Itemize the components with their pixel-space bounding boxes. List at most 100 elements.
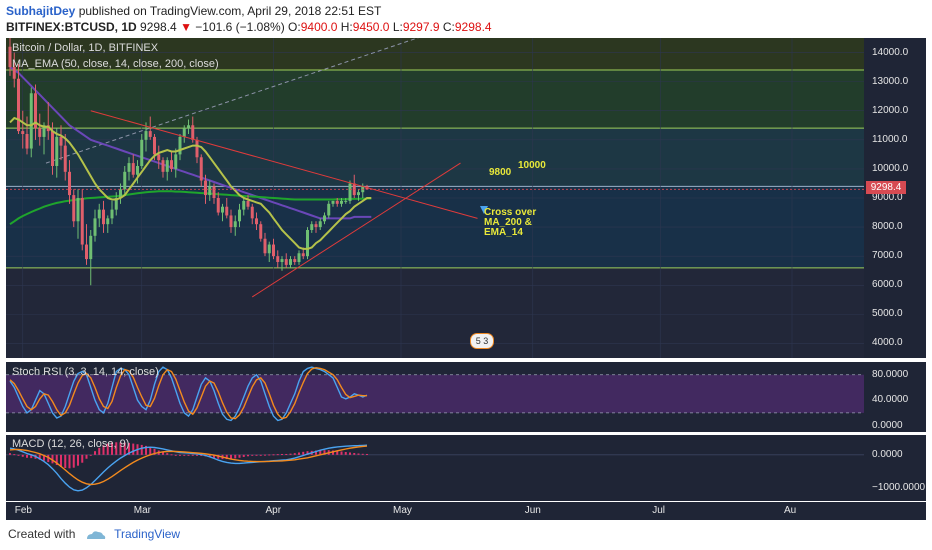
macd-histogram-bar xyxy=(306,451,309,455)
candle-body xyxy=(51,131,54,166)
ma50-line xyxy=(9,66,372,220)
macd-histogram-bar xyxy=(115,442,118,455)
macd-histogram-bar xyxy=(259,454,262,456)
macd-histogram-bar xyxy=(30,454,33,459)
price-axis-tick-label: 6000.0 xyxy=(872,279,903,291)
stoch-rsi-chart xyxy=(6,366,864,422)
published-text: published on TradingView.com, April 29, … xyxy=(78,4,382,18)
price-panel[interactable]: Bitcoin / Dollar, 1D, BITFINEX MA_EMA (5… xyxy=(6,38,864,358)
candle-body xyxy=(242,200,246,210)
macd-histogram-bar xyxy=(140,444,143,455)
candle-body xyxy=(331,200,335,204)
candle-body xyxy=(55,136,59,166)
macd-histogram-bar xyxy=(68,454,71,469)
candle-body xyxy=(272,244,275,257)
candle-body xyxy=(289,259,292,265)
macd-histogram-bar xyxy=(298,452,300,455)
macd-histogram-bar xyxy=(230,454,232,459)
stoch-rsi-title: Stoch RSI (3, 3, 14, 14, close) xyxy=(12,366,159,378)
stoch-axis-tick-label: 0.0000 xyxy=(872,419,903,431)
macd-histogram-bar xyxy=(111,442,113,455)
macd-histogram-bar xyxy=(281,453,283,455)
candle-body xyxy=(136,166,139,175)
price-zone xyxy=(6,38,864,70)
stoch-axis[interactable]: 80.0000 40.0000 0.0000 xyxy=(864,362,926,432)
price-axis-tick-label: 7000.0 xyxy=(872,250,903,262)
macd-histogram-bar xyxy=(170,454,173,456)
candle-body xyxy=(225,206,229,216)
price-axis-tick-label: 9000.0 xyxy=(872,192,903,203)
macd-panel[interactable]: MACD (12, 26, close, 9) xyxy=(6,435,864,501)
macd-histogram-bar xyxy=(102,445,105,455)
candle-body xyxy=(310,224,314,230)
macd-histogram-bar xyxy=(349,452,351,455)
macd-histogram-bar xyxy=(89,454,92,456)
dashed-trendline xyxy=(45,38,419,164)
candle-body xyxy=(335,200,339,204)
stoch-axis-tick-label: 40.0000 xyxy=(872,394,909,406)
tradingview-link[interactable]: TradingView xyxy=(114,527,181,541)
macd-histogram-bar xyxy=(353,452,356,455)
macd-histogram-bar xyxy=(55,454,58,466)
candle-body xyxy=(102,209,105,225)
macd-histogram-bar xyxy=(332,450,334,455)
macd-histogram-bar xyxy=(208,454,211,458)
macd-histogram-bar xyxy=(285,453,288,455)
candle-body xyxy=(93,218,97,236)
macd-histogram-bar xyxy=(9,453,11,455)
quote-line: BITFINEX:BTCUSD, 1D 9298.4 ▼ −101.6 (−1.… xyxy=(6,20,492,34)
stoch-rsi-panel[interactable]: Stoch RSI (3, 3, 14, 14, close) xyxy=(6,362,864,432)
stoch-d-line xyxy=(9,366,367,420)
price-zone xyxy=(6,128,864,187)
time-axis[interactable]: Feb Mar Apr May Jun Jul Au xyxy=(6,502,926,520)
candle-body xyxy=(174,154,178,169)
macd-histogram-bar xyxy=(276,454,279,456)
candle-body xyxy=(246,200,250,207)
macd-histogram-bar xyxy=(153,448,156,455)
candle-body xyxy=(8,46,12,68)
time-axis-tick-label: Apr xyxy=(265,505,282,516)
macd-histogram-bar xyxy=(85,454,88,459)
low-value: 9297.9 xyxy=(402,20,440,34)
macd-axis[interactable]: 0.0000 −1000.0000 xyxy=(864,435,926,501)
candle-body xyxy=(199,157,203,181)
symbol-label: BITFINEX:BTCUSD, 1D xyxy=(6,20,137,34)
macd-histogram-bar xyxy=(187,454,190,456)
candle-body xyxy=(357,192,360,196)
annotation-cross-1: Cross over xyxy=(484,207,537,218)
price-panel-title: Bitcoin / Dollar, 1D, BITFINEX xyxy=(12,42,159,54)
macd-histogram-bar xyxy=(315,450,317,455)
last-price-tag: 9298.4 xyxy=(866,181,906,194)
open-label: O: xyxy=(288,20,301,34)
event-badge[interactable]: 5 3 xyxy=(470,333,494,349)
candle-body xyxy=(38,128,42,137)
candle-body xyxy=(114,198,118,210)
candle-body xyxy=(89,235,93,260)
ma-ema-indicator-label[interactable]: MA_EMA (50, close, 14, close, 200, close… xyxy=(12,58,219,70)
high-label: H: xyxy=(340,20,353,34)
candle-body xyxy=(170,160,173,169)
macd-histogram-bar xyxy=(17,454,20,456)
macd-histogram-bar xyxy=(361,453,364,455)
macd-histogram-bar xyxy=(268,454,271,456)
candle-body xyxy=(34,93,37,129)
close-label: C: xyxy=(442,20,455,34)
price-axis[interactable]: 14000.0 13000.0 12000.0 11000.0 10000.0 9000.… xyxy=(864,38,926,358)
last-price: 9298.4 xyxy=(140,20,177,34)
macd-histogram-bar xyxy=(21,454,24,457)
candle-body xyxy=(327,203,331,216)
resistance-trendline xyxy=(90,110,478,219)
candle-body xyxy=(229,215,233,228)
macd-chart xyxy=(6,442,864,492)
time-axis-tick-label: Jul xyxy=(652,505,666,516)
candle-body xyxy=(255,218,258,225)
candle-body xyxy=(340,200,343,204)
macd-histogram-bar xyxy=(319,450,322,455)
price-axis-tick-label: 11000.0 xyxy=(872,133,908,145)
macd-histogram-bar xyxy=(302,451,305,455)
candle-body xyxy=(259,224,263,239)
candle-body xyxy=(144,131,148,140)
price-axis-tick-label: 4000.0 xyxy=(872,337,903,349)
author-link[interactable]: SubhajitDey xyxy=(6,4,76,18)
macd-histogram-bar xyxy=(247,454,249,457)
